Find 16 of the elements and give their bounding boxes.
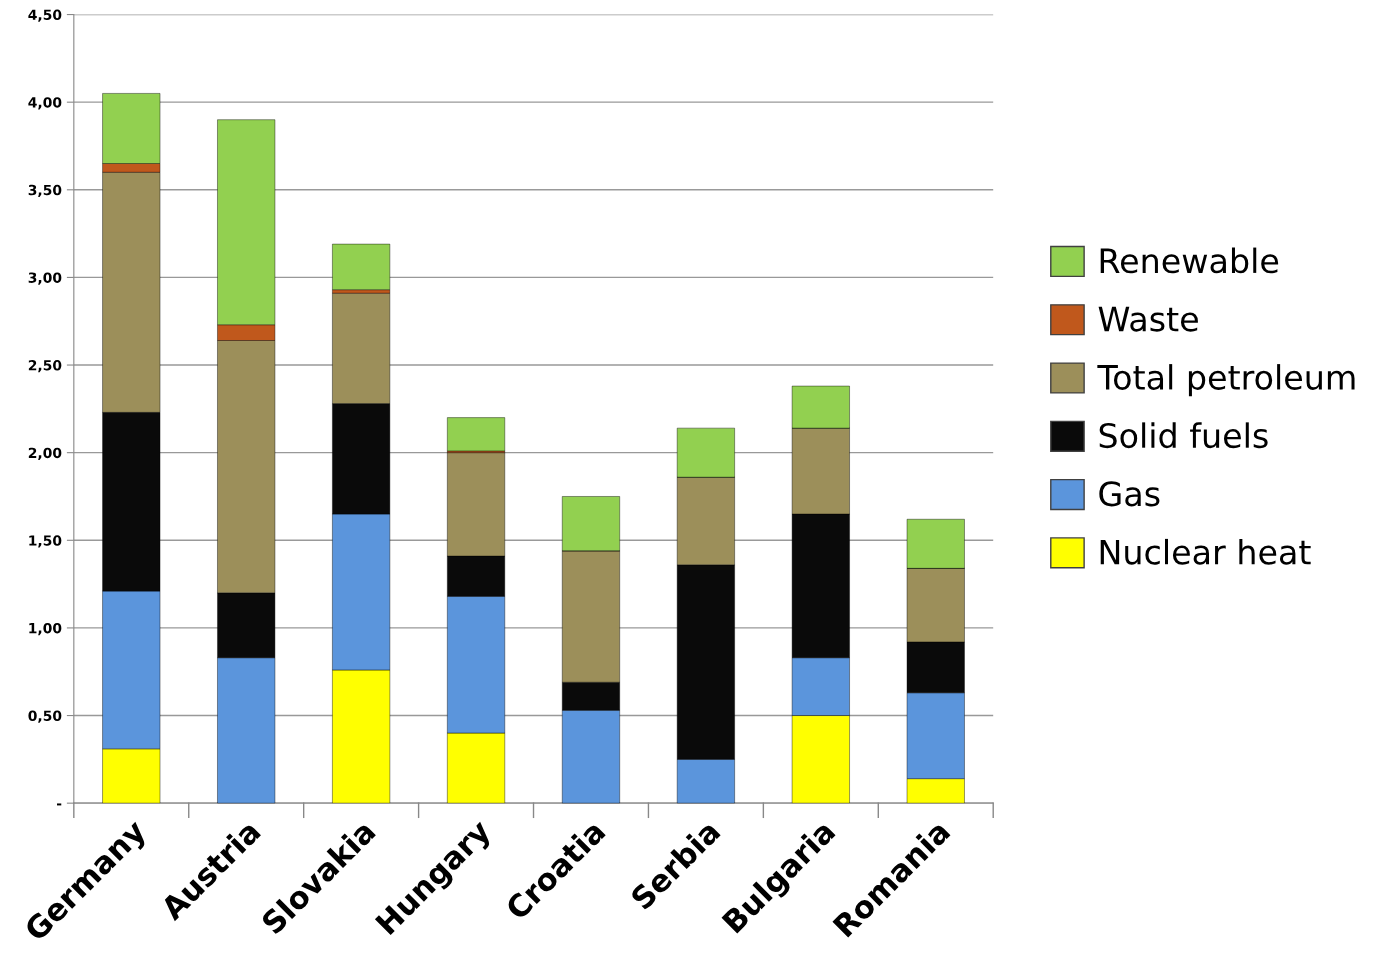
- y-tick-label: 4,00: [28, 97, 62, 110]
- y-tick-label: -: [57, 803, 62, 806]
- y-tick-label: 4,50: [28, 9, 62, 22]
- legend-label: Nuclear heat: [1100, 538, 1311, 565]
- y-tick-label: 0,50: [28, 710, 62, 723]
- y-tick-label: 2,50: [28, 360, 62, 373]
- y-tick-label: 1,50: [29, 535, 62, 548]
- y-tick-label: 2,00: [28, 447, 62, 460]
- y-tick-label: 1,00: [29, 622, 62, 636]
- y-tick-label: 3,00: [28, 272, 62, 285]
- y-tick-label: 3,50: [28, 184, 62, 198]
- legend-label: Gas: [1099, 481, 1160, 507]
- legend-label: Renewable: [1100, 247, 1279, 274]
- legend-label: Solid fuels: [1099, 422, 1268, 449]
- legend-label: Waste: [1098, 306, 1198, 332]
- legend-label: Total petroleum: [1097, 364, 1355, 397]
